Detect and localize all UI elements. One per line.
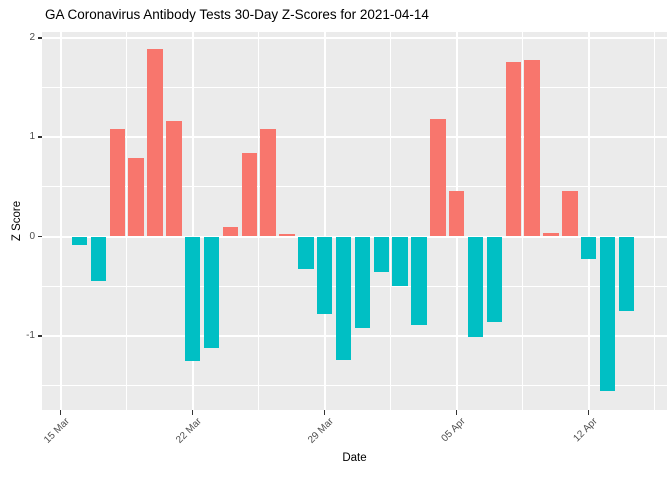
- x-tick-label: 15 Mar: [41, 416, 72, 446]
- y-tick-mark: [37, 335, 42, 337]
- y-tick-mark: [37, 235, 42, 238]
- bar: [184, 236, 201, 361]
- bar: [467, 236, 484, 337]
- bar: [543, 232, 559, 237]
- bar: [316, 236, 333, 314]
- x-tick-mark: [59, 410, 62, 415]
- gridline-v-major: [323, 32, 326, 410]
- bar: [411, 236, 427, 325]
- bar: [562, 190, 578, 237]
- gridline-v-minor: [258, 32, 260, 410]
- gridline-v-minor: [126, 32, 128, 410]
- x-tick-mark: [191, 410, 194, 415]
- bar: [166, 121, 182, 237]
- gridline-h-major: [42, 334, 667, 337]
- bar: [222, 226, 239, 237]
- bar: [448, 190, 465, 237]
- x-tick-label: 05 Apr: [439, 416, 468, 445]
- x-tick-mark: [455, 410, 458, 415]
- y-tick-label: 0: [29, 230, 35, 242]
- gridline-v-major: [191, 32, 194, 410]
- x-tick-label: 22 Mar: [173, 416, 204, 446]
- bar: [486, 236, 503, 322]
- bar: [90, 236, 107, 282]
- bar: [147, 48, 163, 237]
- gridline-v-minor: [390, 32, 392, 410]
- bar: [373, 236, 390, 273]
- y-tick-label: 1: [29, 131, 35, 143]
- bar: [505, 61, 522, 237]
- x-tick-label: 12 Apr: [571, 416, 600, 445]
- bar: [71, 236, 88, 246]
- chart-title: GA Coronavirus Antibody Tests 30-Day Z-S…: [45, 7, 429, 22]
- x-tick-mark: [323, 410, 326, 415]
- y-tick-label: 2: [29, 31, 35, 43]
- gridline-h-major: [42, 36, 667, 39]
- bar: [580, 236, 597, 260]
- x-tick-label: 29 Mar: [305, 416, 336, 446]
- bar: [392, 236, 408, 287]
- bar: [430, 119, 446, 237]
- bar: [335, 236, 352, 360]
- x-axis-title: Date: [342, 452, 367, 464]
- bar: [109, 129, 126, 237]
- y-tick-mark: [37, 136, 42, 138]
- bar: [524, 59, 540, 237]
- bar: [128, 158, 144, 237]
- bar: [298, 236, 314, 270]
- bar: [260, 129, 276, 237]
- gridline-v-major: [587, 32, 590, 410]
- y-tick-mark: [37, 37, 42, 39]
- gridline-v-minor: [654, 32, 656, 410]
- gridline-h-minor: [42, 384, 667, 386]
- bar: [599, 236, 616, 392]
- gridline-h-minor: [42, 186, 667, 188]
- gridline-h-minor: [42, 285, 667, 287]
- bar: [279, 233, 295, 237]
- y-tick-label: -1: [26, 329, 35, 341]
- gridline-h-major: [42, 235, 667, 238]
- bar: [354, 236, 371, 328]
- gridline-h-minor: [42, 87, 667, 89]
- x-tick-mark: [587, 410, 590, 415]
- gridline-v-minor: [522, 32, 524, 410]
- y-axis-title: Z Score: [4, 32, 30, 410]
- bar: [618, 236, 635, 311]
- gridline-v-major: [59, 32, 62, 410]
- bar: [203, 236, 220, 348]
- gridline-h-major: [42, 136, 667, 139]
- bar: [241, 153, 258, 237]
- plot-panel: [42, 32, 667, 410]
